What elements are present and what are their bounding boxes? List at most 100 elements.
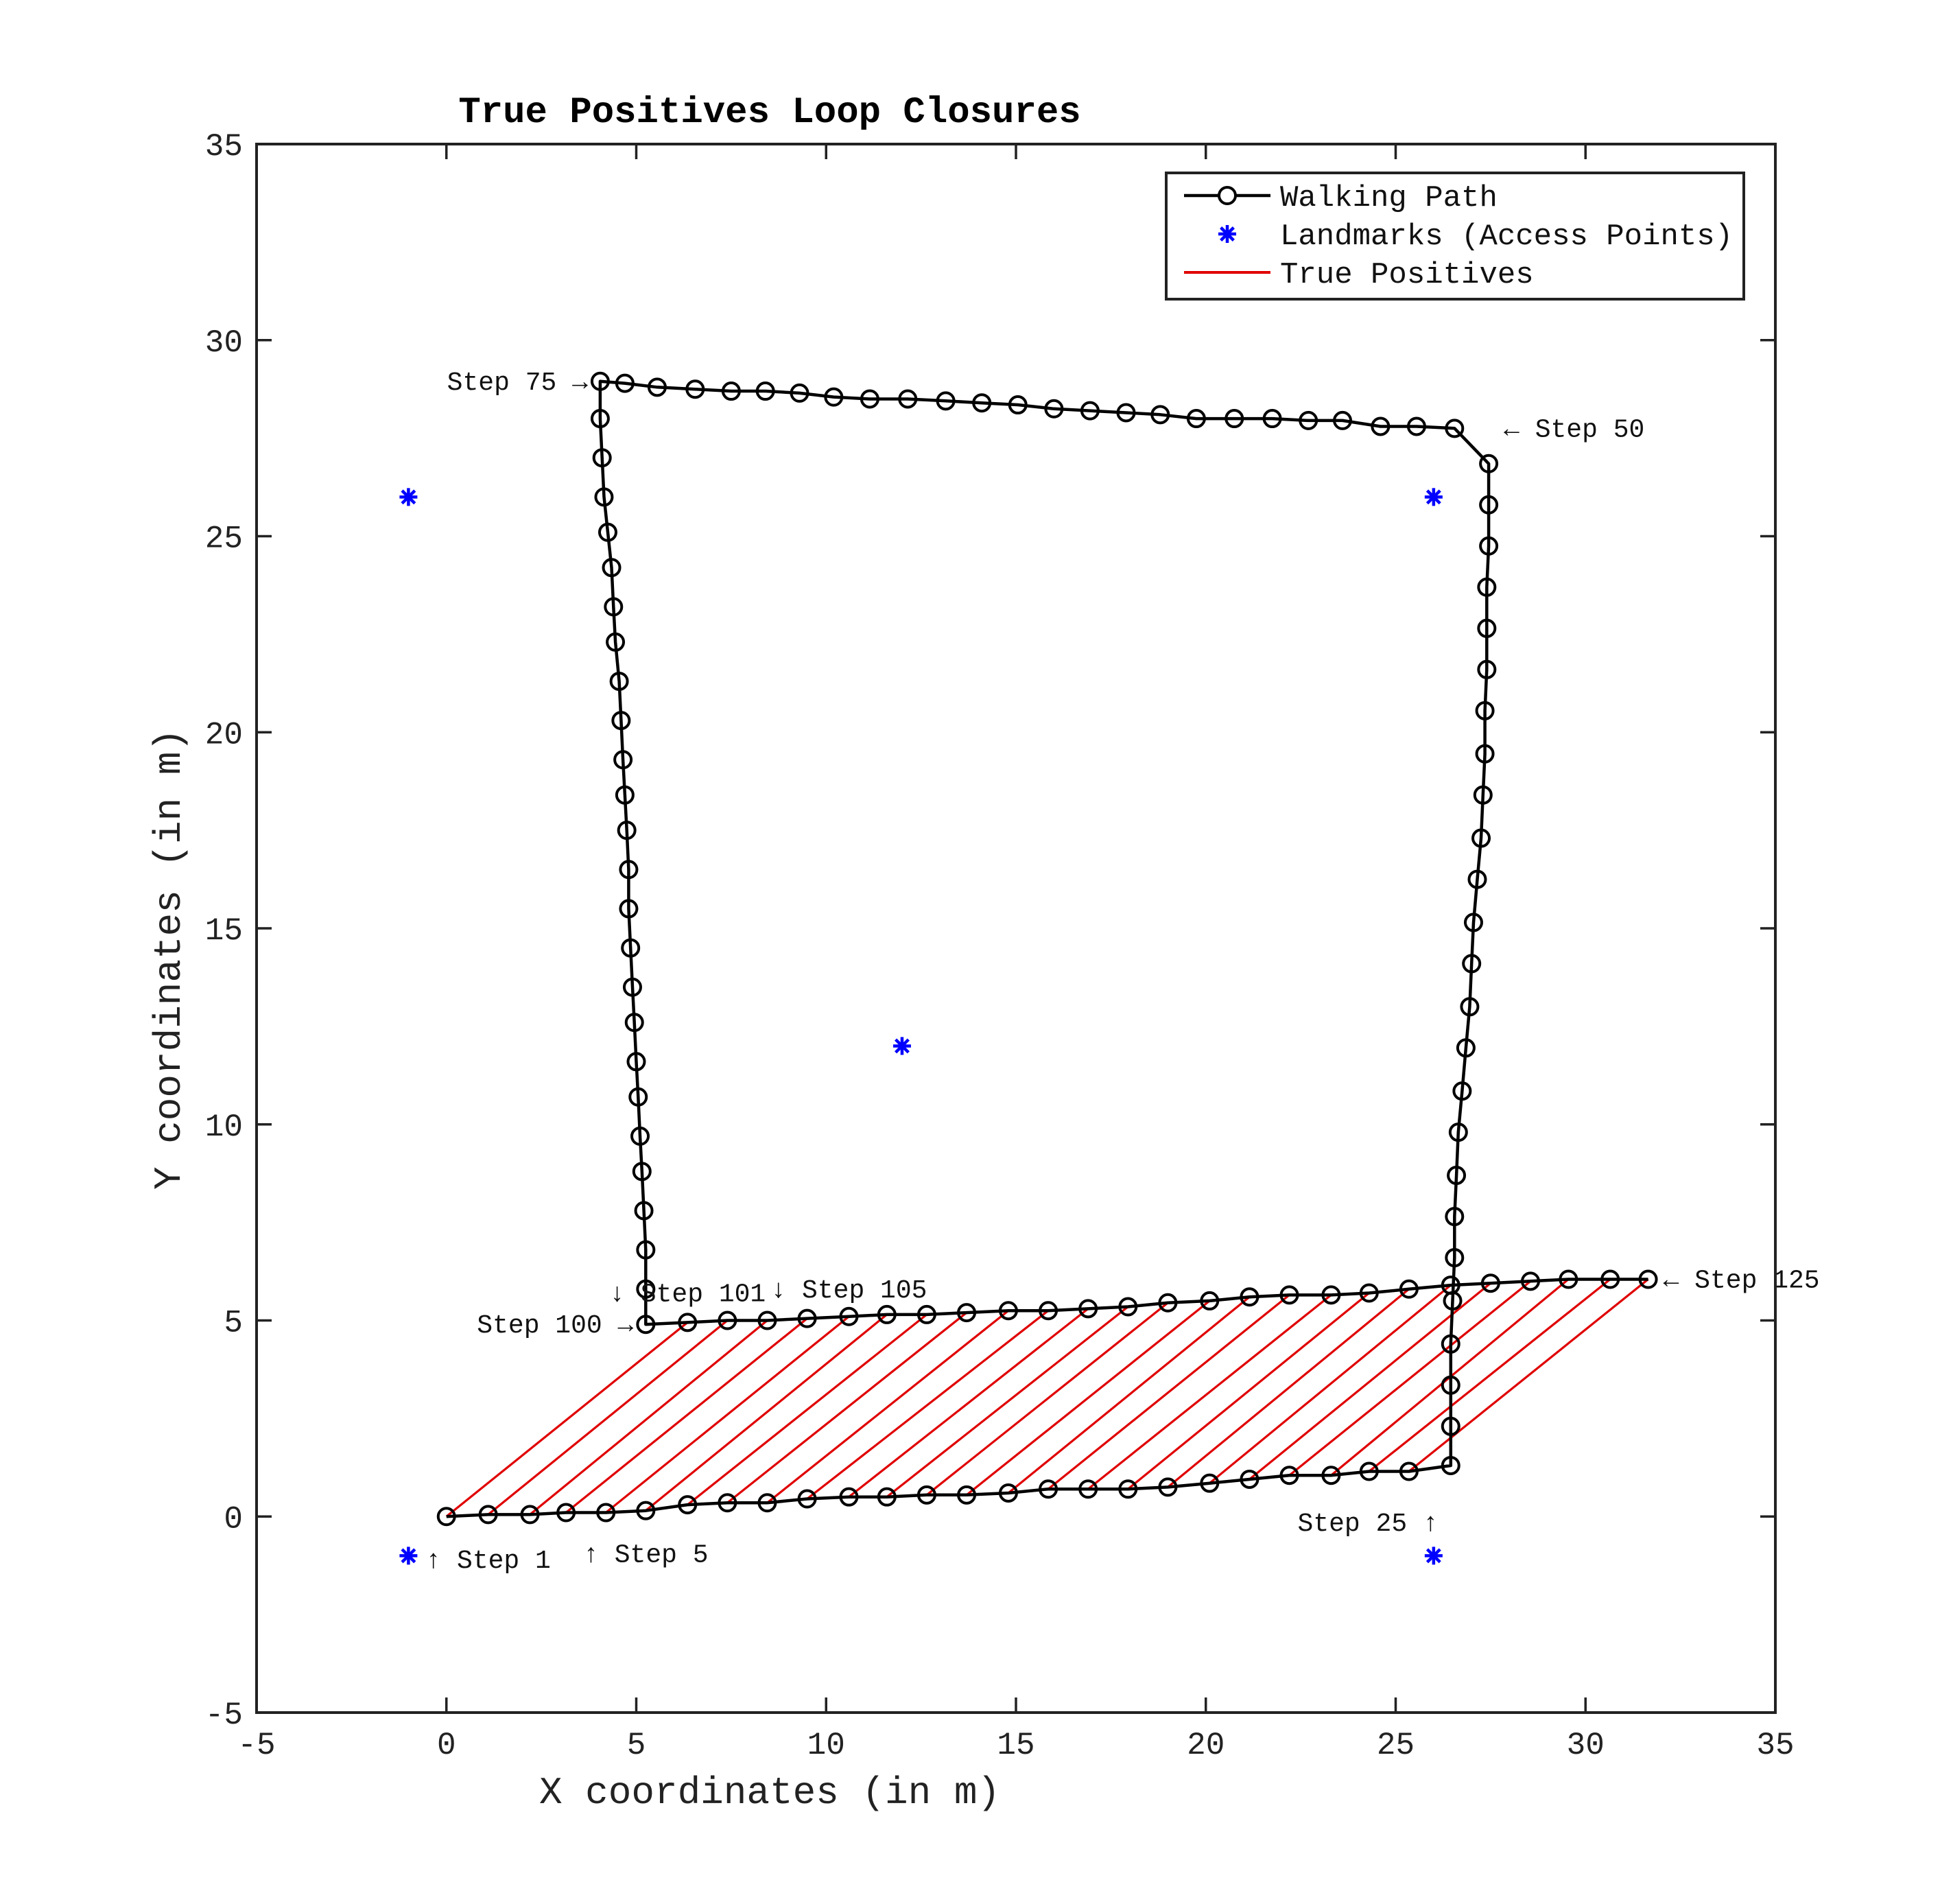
walking-path-point bbox=[839, 1487, 859, 1507]
walking-path-point bbox=[1477, 618, 1497, 638]
legend: Walking Path Landmarks (Access Points) Tru… bbox=[1165, 172, 1745, 301]
step-annotation: Step 100 → bbox=[477, 1311, 633, 1341]
walking-path-point bbox=[622, 977, 642, 997]
walking-path-point bbox=[839, 1306, 859, 1326]
walking-path-point bbox=[1299, 410, 1318, 430]
walking-path-point bbox=[647, 377, 667, 397]
landmark-point bbox=[1424, 1547, 1443, 1565]
walking-path-point bbox=[1406, 416, 1426, 436]
true-positive-line bbox=[1408, 1278, 1649, 1472]
true-positive-line bbox=[445, 1321, 689, 1518]
y-tick-label: 0 bbox=[224, 1501, 243, 1537]
true-positive-line bbox=[726, 1311, 968, 1504]
true-positive-lines bbox=[445, 1278, 1649, 1518]
walking-path-point bbox=[1638, 1269, 1658, 1289]
walking-path-point bbox=[1475, 744, 1495, 764]
walking-path-point bbox=[1475, 701, 1495, 720]
walking-path-point bbox=[1186, 409, 1206, 429]
walking-path-point bbox=[1445, 1248, 1465, 1268]
walking-path-point bbox=[436, 1507, 456, 1527]
landmark-point bbox=[399, 1547, 418, 1565]
walking-path-point bbox=[520, 1505, 540, 1525]
true-positive-line bbox=[605, 1315, 850, 1514]
x-axis-label: X coordinates (in m) bbox=[539, 1771, 1000, 1815]
walking-path-point bbox=[636, 1279, 656, 1299]
walking-path-point bbox=[1559, 1269, 1578, 1289]
true-positive-line bbox=[806, 1309, 1050, 1500]
step-annotation: ↓ Step 105 bbox=[770, 1276, 927, 1306]
walking-path-point bbox=[609, 671, 629, 691]
step-annotation: ↓ Step 101 bbox=[609, 1280, 766, 1309]
y-tick-label: 5 bbox=[224, 1306, 243, 1341]
walking-path-point bbox=[860, 389, 879, 409]
walking-path-point bbox=[1600, 1269, 1620, 1289]
walking-path-point bbox=[1359, 1461, 1379, 1481]
walking-path-point bbox=[632, 1162, 652, 1182]
legend-entry: Landmarks (Access Points) bbox=[1218, 220, 1733, 254]
walking-path-point bbox=[757, 1311, 777, 1330]
walking-path-point bbox=[1452, 1081, 1472, 1101]
true-positive-line bbox=[687, 1313, 927, 1506]
walking-path-point bbox=[1479, 495, 1499, 515]
walking-path-point bbox=[1456, 1038, 1476, 1058]
walking-path-point bbox=[1445, 419, 1465, 438]
x-tick-label: 20 bbox=[1187, 1728, 1225, 1763]
y-axis-label: Y coordinates (in m) bbox=[147, 729, 191, 1190]
true-positive-line bbox=[565, 1317, 808, 1514]
step-annotation: ↑ Step 5 bbox=[583, 1541, 708, 1571]
true-positive-line bbox=[966, 1300, 1211, 1496]
true-positive-line bbox=[487, 1319, 729, 1516]
walking-path-point bbox=[592, 448, 612, 468]
walking-path-point bbox=[916, 1485, 936, 1505]
legend-box bbox=[1165, 172, 1745, 301]
walking-path-point bbox=[957, 1485, 977, 1505]
walking-path-point bbox=[1473, 785, 1493, 805]
walking-path-point bbox=[1441, 1416, 1460, 1436]
walking-path-point bbox=[1448, 1123, 1468, 1142]
legend-entry: True Positives bbox=[1184, 258, 1534, 292]
walking-path-point bbox=[1118, 1297, 1138, 1317]
true-positive-line bbox=[645, 1313, 888, 1512]
walking-path-point bbox=[636, 1240, 656, 1260]
walking-path-series bbox=[446, 379, 1648, 1518]
walking-path-point bbox=[1399, 1461, 1419, 1481]
walking-path-point bbox=[877, 1304, 897, 1324]
walking-path-point bbox=[1008, 395, 1028, 415]
walking-path-point bbox=[718, 1311, 737, 1330]
y-tick-label: 30 bbox=[205, 325, 243, 361]
legend-asterisk-swatch bbox=[1218, 225, 1236, 243]
x-tick-label: 5 bbox=[627, 1728, 646, 1763]
walking-path-point bbox=[757, 1493, 777, 1513]
true-positive-line bbox=[1007, 1295, 1251, 1494]
walking-path-point bbox=[877, 1487, 897, 1507]
true-positive-line bbox=[1048, 1294, 1290, 1490]
walking-path-point bbox=[617, 821, 637, 841]
x-tick-label: -5 bbox=[237, 1728, 275, 1763]
walking-path-point bbox=[619, 899, 639, 919]
walking-path-point bbox=[1044, 399, 1064, 419]
walking-path-point bbox=[1333, 410, 1353, 430]
walking-path-point bbox=[478, 1505, 498, 1525]
y-tick-label: 25 bbox=[205, 521, 243, 557]
true-positive-line bbox=[766, 1309, 1009, 1504]
legend-circle-swatch bbox=[1218, 186, 1237, 205]
true-positive-line bbox=[1209, 1284, 1452, 1484]
walking-path-point bbox=[916, 1304, 936, 1324]
walking-path-point bbox=[755, 381, 775, 401]
legend-label: True Positives bbox=[1280, 258, 1534, 292]
walking-path-point bbox=[636, 1315, 656, 1335]
landmark-point bbox=[1424, 488, 1443, 506]
walking-path-point bbox=[824, 387, 844, 407]
true-positive-line bbox=[529, 1319, 768, 1516]
walking-path-point bbox=[1279, 1285, 1299, 1305]
walking-path-point bbox=[1371, 416, 1391, 436]
walking-path-point bbox=[957, 1303, 977, 1323]
walking-path-point bbox=[1200, 1473, 1220, 1493]
walking-path-point bbox=[596, 1503, 616, 1523]
walking-path-point bbox=[1441, 1276, 1460, 1295]
x-tick-label: 30 bbox=[1567, 1728, 1605, 1763]
walking-path-point bbox=[1441, 1375, 1460, 1395]
walking-path-point bbox=[598, 522, 617, 542]
walking-path-point bbox=[624, 1013, 644, 1033]
